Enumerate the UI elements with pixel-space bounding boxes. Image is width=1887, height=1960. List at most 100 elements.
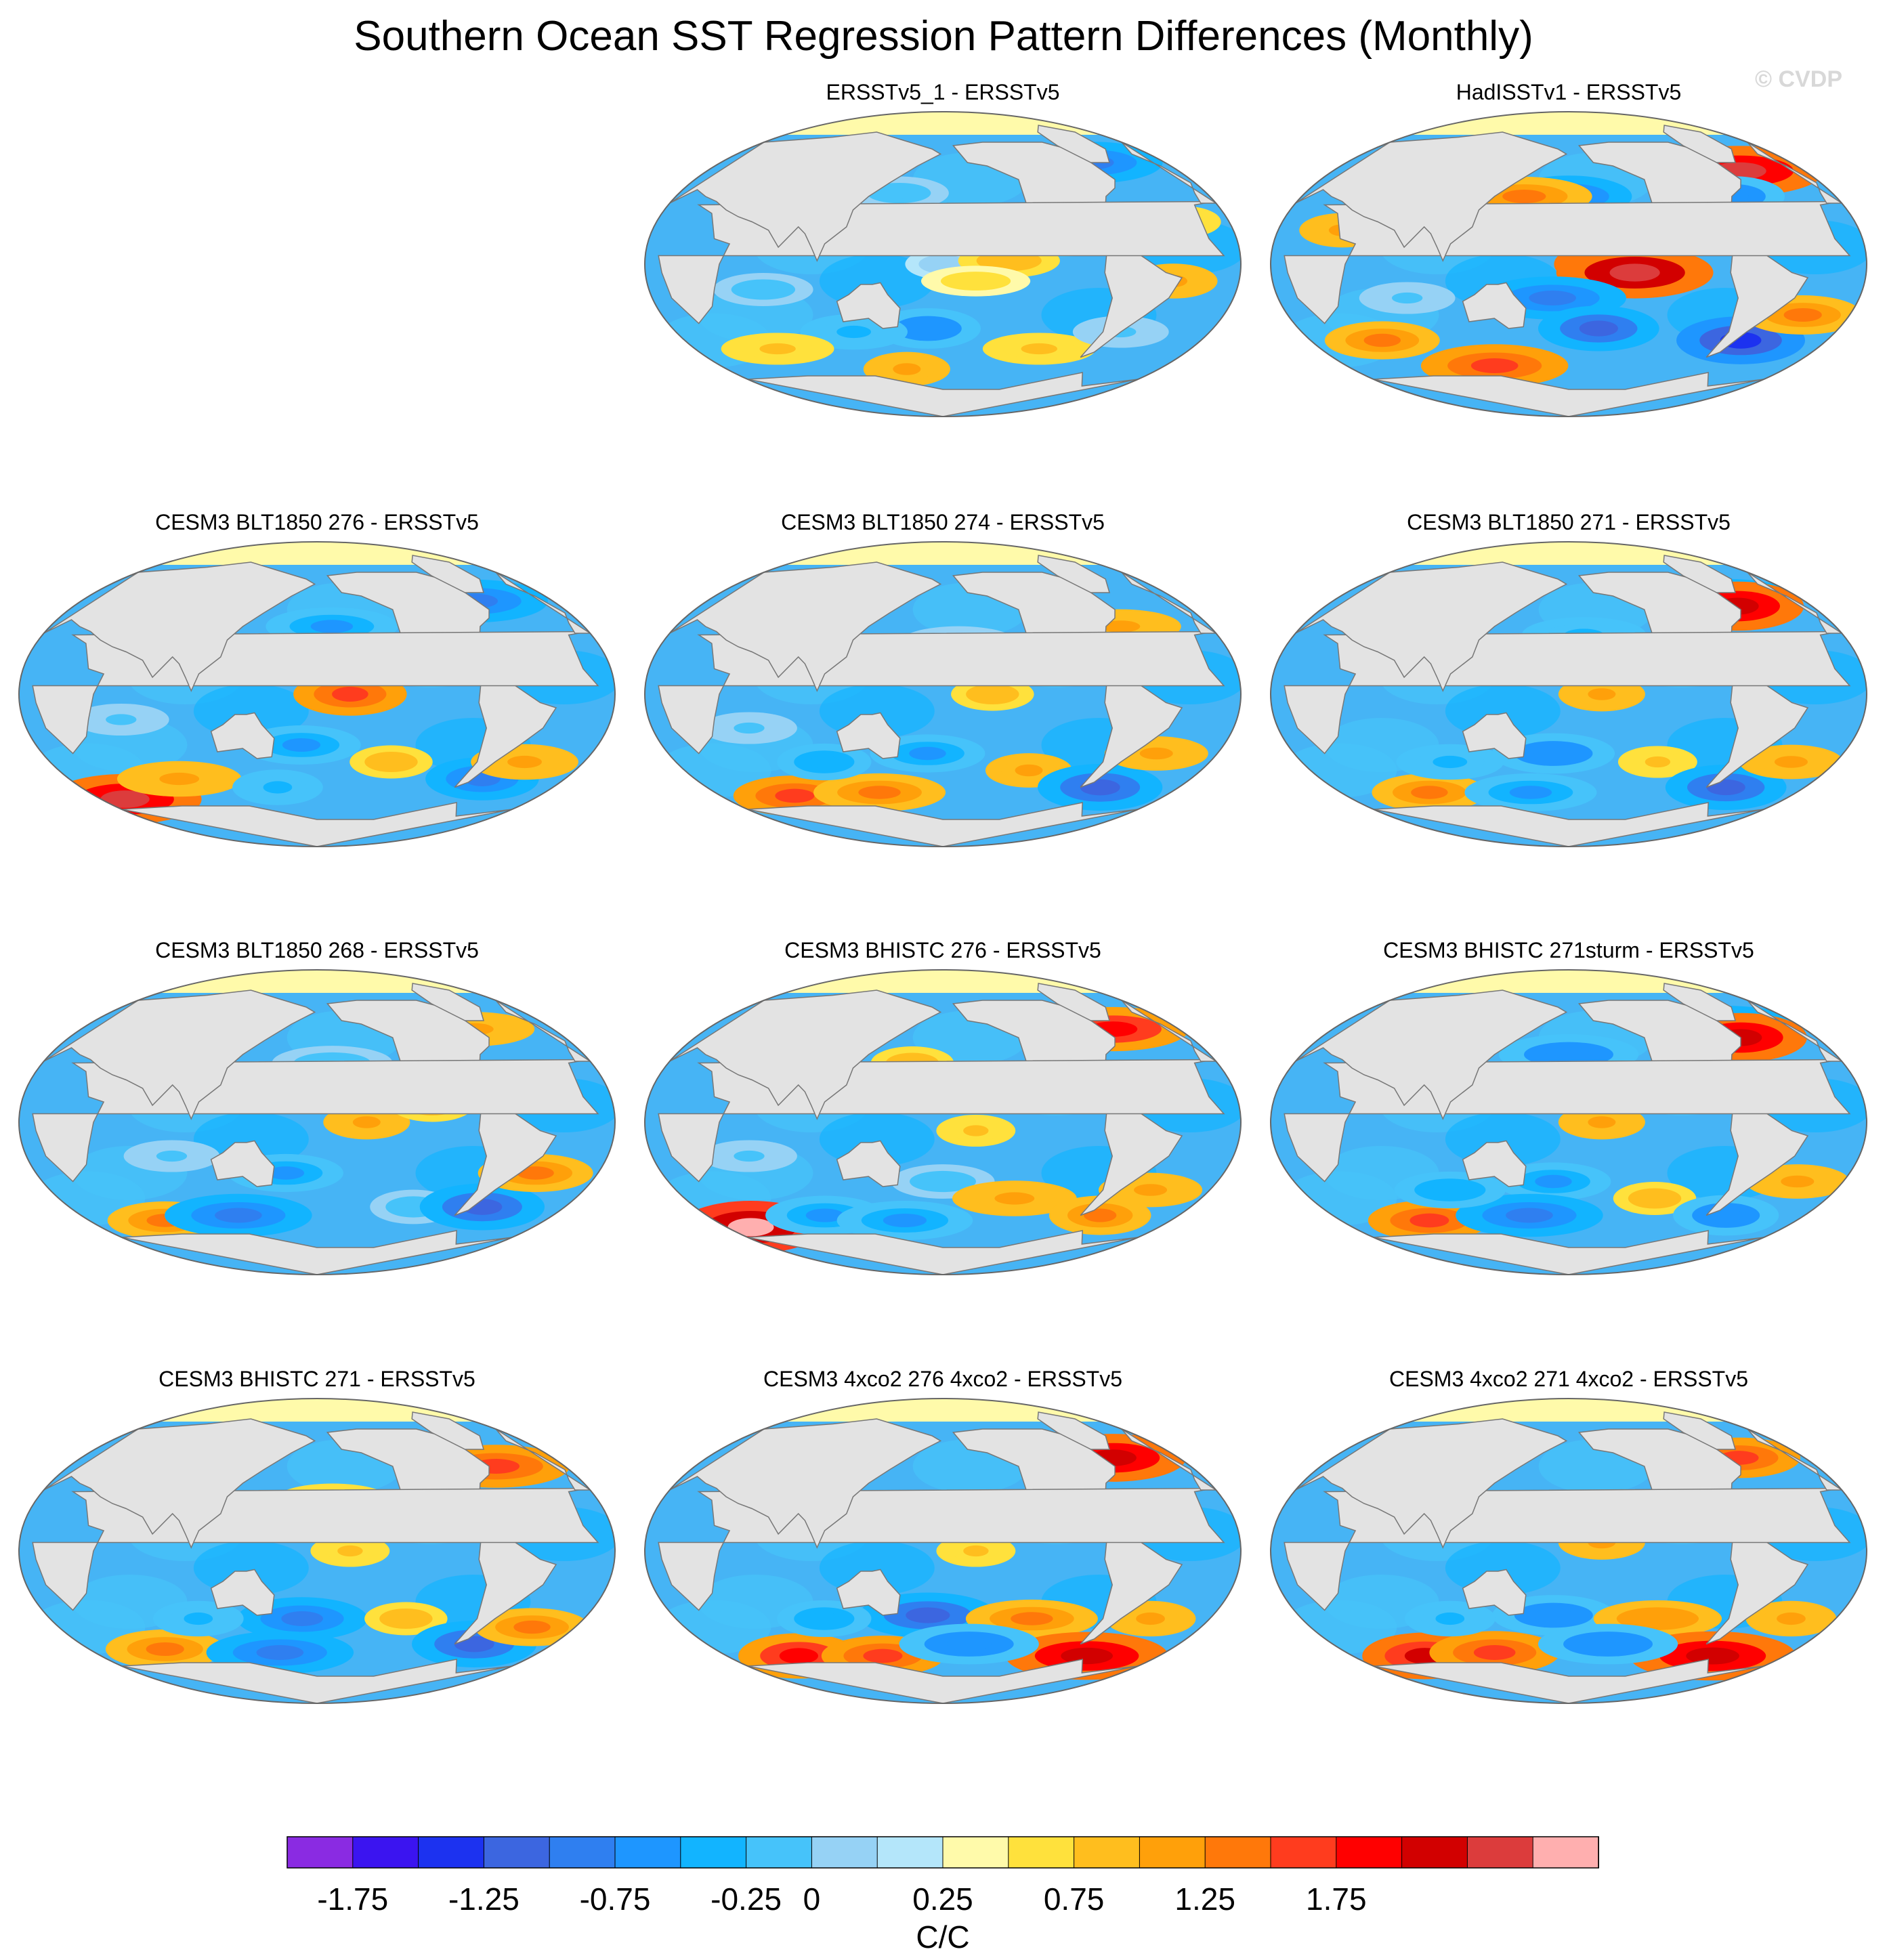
sst-anomaly-blob [1433, 755, 1468, 769]
sst-anomaly-blob [1061, 1647, 1114, 1665]
colorbar-tick-label: 0.25 [912, 1881, 973, 1917]
land-eurasia-east [1295, 131, 1568, 262]
colorbar-swatch [1008, 1836, 1075, 1869]
land-africa [32, 631, 599, 754]
panel-title: CESM3 BLT1850 274 - ERSSTv5 [781, 510, 1105, 534]
sst-anomaly-blob [946, 1637, 992, 1651]
land-south-america [1705, 243, 1809, 358]
land-africa [1284, 631, 1851, 754]
land-australia [210, 1140, 275, 1187]
land-greenland [1663, 1411, 1736, 1450]
land-antarctica-a [1373, 802, 1764, 847]
land-eurasia-west [1121, 572, 1218, 634]
sst-anomaly-blob [1011, 1612, 1053, 1625]
sst-anomaly-blob [1470, 358, 1519, 373]
land-africa [32, 1059, 599, 1183]
map-body [645, 970, 1241, 1275]
sst-anomaly-blob [759, 343, 796, 355]
colorbar-swatch [483, 1836, 551, 1869]
sst-anomaly-blob [1363, 333, 1401, 347]
colorbar: -1.75 -1.25 -0.75 -0.25 0 0.25 0.75 1.25 1.75 C/C [287, 1836, 1599, 1955]
sst-anomaly-blob [883, 1213, 927, 1228]
sst-anomaly-blob [893, 363, 921, 375]
land-antarctica-a [1373, 1659, 1764, 1703]
land-eurasia-west [495, 1428, 592, 1491]
panel-title: CESM3 BHISTC 276 - ERSSTv5 [784, 938, 1101, 962]
sst-anomaly-blob [377, 756, 405, 768]
sst-anomaly-blob [1473, 1645, 1516, 1660]
land-greenland [411, 555, 484, 593]
land-africa [658, 1059, 1225, 1183]
colorbar-swatch [1270, 1836, 1337, 1869]
colorbar-swatch [1401, 1836, 1468, 1869]
colorbar-swatch [811, 1836, 878, 1869]
land-south-america [454, 673, 557, 788]
colorbar-tick-label: 0.75 [1044, 1881, 1105, 1917]
colorbar-swatch [1336, 1836, 1403, 1869]
sst-anomaly-blob [909, 746, 946, 761]
land-eurasia-east [669, 131, 942, 262]
land-australia [836, 1569, 901, 1616]
sst-anomaly-blob [1783, 307, 1822, 322]
land-eurasia-east [43, 561, 316, 692]
sst-anomaly-blob [1015, 764, 1043, 777]
sst-anomaly-blob [727, 1218, 774, 1237]
colorbar-swatch [418, 1836, 485, 1869]
map-panel: CESM3 BHISTC 271 - ERSSTv5 [18, 1367, 616, 1704]
land-eurasia-west [1747, 1428, 1844, 1491]
sst-anomaly-blob [809, 1612, 840, 1625]
land-africa [658, 1487, 1225, 1611]
land-eurasia-east [669, 561, 942, 692]
panel-title: CESM3 BLT1850 276 - ERSSTv5 [155, 510, 479, 534]
map-body [1271, 112, 1867, 417]
sst-anomaly-blob [979, 688, 1006, 700]
sst-anomaly-blob [1506, 1208, 1553, 1223]
land-antarctica-a [121, 802, 513, 847]
land-antarctica-a [747, 802, 1139, 847]
map-body [19, 970, 615, 1275]
sst-anomaly-blob [1777, 1612, 1806, 1625]
sst-anomaly-blob [1391, 292, 1423, 304]
sst-anomaly-blob [352, 1116, 381, 1128]
land-antarctica-a [747, 1659, 1139, 1703]
land-greenland [411, 983, 484, 1021]
land-africa [32, 1487, 599, 1611]
sst-anomaly-blob [1432, 1183, 1468, 1197]
colorbar-tick-label: -0.75 [580, 1881, 651, 1917]
sst-anomaly-blob [1409, 1213, 1449, 1228]
sst-anomaly-blob [1535, 1174, 1572, 1189]
land-greenland [1663, 555, 1736, 593]
colorbar-swatch [614, 1836, 681, 1869]
land-eurasia-east [669, 989, 942, 1120]
sst-anomaly-blob [281, 1611, 323, 1626]
map-panel: CESM3 4xco2 276 4xco2 - ERSSTv5 [644, 1367, 1242, 1704]
map-body [19, 1399, 615, 1703]
colorbar-tick-label: 0 [803, 1881, 821, 1917]
map-panel: CESM3 BLT1850 271 - ERSSTv5 [1270, 510, 1867, 847]
sst-anomaly-blob [1134, 1184, 1168, 1196]
land-australia [1462, 1140, 1527, 1187]
sst-anomaly-blob [858, 786, 901, 799]
sst-anomaly-blob [256, 1645, 304, 1660]
land-eurasia-west [1747, 142, 1844, 204]
sst-anomaly-blob [1588, 1116, 1616, 1128]
colorbar-swatch [352, 1836, 419, 1869]
land-eurasia-west [495, 1000, 592, 1062]
sst-anomaly-blob [106, 714, 137, 725]
sst-anomaly-blob [100, 790, 150, 808]
land-antarctica-a [1373, 1230, 1764, 1275]
sst-anomaly-blob [1411, 786, 1448, 799]
sst-anomaly-blob [156, 1150, 188, 1162]
map-outline [18, 969, 616, 1275]
colorbar-swatch [680, 1836, 747, 1869]
land-greenland [1037, 983, 1110, 1021]
land-south-america [1080, 243, 1183, 358]
map-outline [644, 111, 1242, 417]
map-panel: ERSSTv5_1 - ERSSTv5 [644, 80, 1242, 417]
sst-anomaly-blob [836, 325, 872, 339]
sst-anomaly-blob [734, 1150, 765, 1162]
panel-title: CESM3 4xco2 271 4xco2 - ERSSTv5 [1389, 1367, 1748, 1391]
panel-title: CESM3 BHISTC 271 - ERSSTv5 [158, 1367, 475, 1391]
land-greenland [1037, 555, 1110, 593]
map-outline [1270, 111, 1867, 417]
